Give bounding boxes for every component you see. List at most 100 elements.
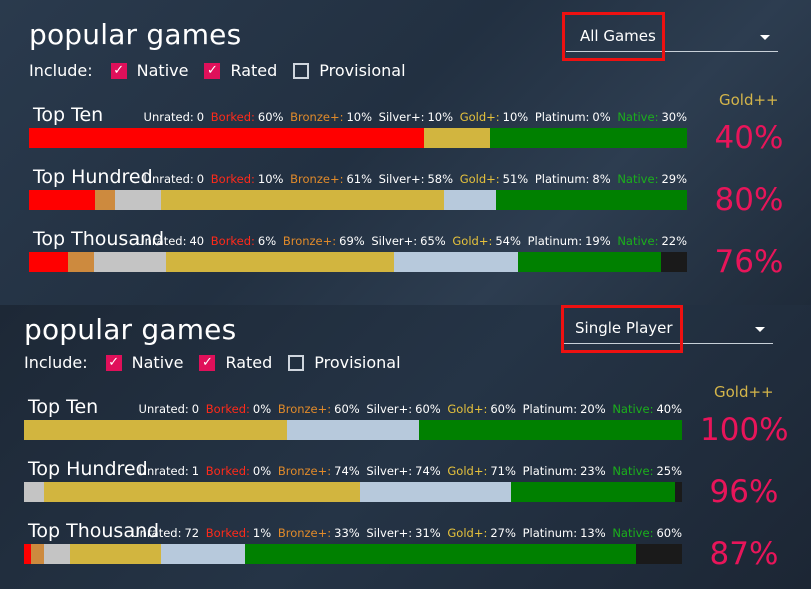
game-category-select[interactable]: All Games (566, 17, 778, 52)
borked-label: Borked: (210, 172, 255, 186)
silver-value: 60% (415, 402, 441, 416)
bar-segment-native (510, 482, 676, 502)
native-value: 29% (661, 172, 687, 186)
include-filters: Include: ✓ Native ✓ Rated Provisional (24, 353, 417, 372)
gold-value: 51% (502, 172, 529, 186)
row-name: Top Hundred (28, 458, 148, 480)
unrated-label: Unrated: (138, 464, 189, 478)
bronze-label: Bronze+: (277, 526, 332, 540)
platinum-value: 19% (585, 234, 611, 248)
bar-segment-silver (114, 190, 161, 210)
row-name: Top Thousand (33, 228, 165, 250)
bar-segment-borked (29, 128, 424, 148)
row-stats: Unrated: 0 Borked: 60% Bronze+: 10% Silver+… (141, 110, 687, 124)
checkbox-unchecked-icon[interactable] (288, 354, 305, 371)
checkbox-label: Rated (225, 353, 273, 372)
checkbox-unchecked-icon[interactable] (293, 62, 310, 79)
native-checkbox[interactable]: ✓ Native (105, 353, 183, 372)
bronze-value: 61% (346, 172, 373, 186)
platinum-label: Platinum: (522, 464, 578, 478)
chevron-down-icon[interactable] (760, 35, 770, 40)
silver-value: 58% (427, 172, 454, 186)
borked-value: 0% (252, 402, 272, 416)
bronze-value: 74% (334, 464, 360, 478)
checkbox-checked-icon[interactable]: ✓ (199, 354, 216, 371)
silver-value: 65% (420, 234, 446, 248)
native-checkbox[interactable]: ✓ Native (110, 61, 189, 80)
bar-segment-platinum (287, 420, 419, 440)
provisional-checkbox[interactable]: Provisional (293, 61, 406, 80)
bar-segment-unrated (660, 252, 687, 272)
native-label: Native: (617, 172, 659, 186)
rated-checkbox[interactable]: ✓ Rated (199, 353, 272, 372)
bar-segment-native (517, 252, 661, 272)
gold-plus-plus-header: Gold++ (719, 91, 779, 109)
include-filters: Include: ✓ Native ✓ Rated Provisional (29, 61, 422, 80)
bar-segment-silver (94, 252, 166, 272)
gold-label: Gold+: (447, 402, 488, 416)
panel-title: popular games (29, 18, 242, 51)
gold-percentage: 80% (714, 182, 784, 218)
bar-segment-silver (24, 482, 44, 502)
unrated-value: 1 (191, 464, 200, 478)
gold-percentage: 40% (714, 120, 784, 156)
bronze-label: Bronze+: (290, 172, 344, 186)
bar-segment-native (489, 128, 687, 148)
rated-checkbox[interactable]: ✓ Rated (204, 61, 277, 80)
bronze-value: 10% (346, 110, 373, 124)
native-label: Native: (617, 234, 659, 248)
native-value: 30% (661, 110, 687, 124)
silver-label: Silver+: (366, 526, 413, 540)
bar-segment-platinum (443, 190, 497, 210)
unrated-value: 0 (196, 110, 205, 124)
gold-value: 10% (502, 110, 529, 124)
gold-value: 27% (490, 526, 516, 540)
gold-label: Gold+: (447, 464, 488, 478)
bar-segment-native (245, 544, 637, 564)
native-value: 25% (656, 464, 682, 478)
borked-label: Borked: (205, 402, 250, 416)
silver-value: 74% (415, 464, 441, 478)
bronze-label: Bronze+: (282, 234, 337, 248)
bar-segment-unrated (675, 482, 682, 502)
provisional-checkbox[interactable]: Provisional (288, 353, 401, 372)
unrated-label: Unrated: (138, 402, 189, 416)
borked-label: Borked: (205, 464, 250, 478)
row-name: Top Hundred (33, 166, 153, 188)
rating-bar (29, 252, 687, 272)
silver-label: Silver+: (378, 172, 425, 186)
silver-label: Silver+: (378, 110, 425, 124)
bar-segment-borked (29, 190, 95, 210)
native-label: Native: (612, 402, 654, 416)
checkbox-checked-icon[interactable]: ✓ (204, 62, 221, 79)
checkbox-checked-icon[interactable]: ✓ (110, 62, 127, 79)
checkbox-checked-icon[interactable]: ✓ (105, 354, 122, 371)
unrated-label: Unrated: (131, 526, 182, 540)
bar-segment-bronze (68, 252, 95, 272)
borked-label: Borked: (210, 110, 255, 124)
game-category-select[interactable]: Single Player (561, 309, 773, 344)
bar-segment-gold (69, 544, 161, 564)
bar-segment-bronze (94, 190, 115, 210)
silver-label: Silver+: (366, 402, 413, 416)
row-stats: Unrated: 40 Borked: 6% Bronze+: 69% Silver+… (133, 234, 687, 248)
row-stats: Unrated: 72 Borked: 1% Bronze+: 33% Silver+… (128, 526, 682, 540)
native-label: Native: (612, 526, 654, 540)
rating-bar (24, 482, 682, 502)
checkbox-label: Native (136, 61, 189, 80)
chevron-down-icon[interactable] (755, 327, 765, 332)
select-value: All Games (580, 27, 656, 45)
bronze-value: 60% (334, 402, 360, 416)
native-value: 40% (656, 402, 682, 416)
row-name: Top Ten (33, 104, 104, 126)
bronze-value: 69% (339, 234, 365, 248)
native-label: Native: (617, 110, 659, 124)
rating-bar (24, 544, 682, 564)
row-name: Top Ten (28, 396, 99, 418)
borked-value: 6% (257, 234, 277, 248)
gold-label: Gold+: (447, 526, 488, 540)
borked-value: 60% (257, 110, 284, 124)
bar-segment-platinum (359, 482, 511, 502)
checkbox-label: Provisional (319, 61, 406, 80)
checkbox-label: Provisional (314, 353, 401, 372)
